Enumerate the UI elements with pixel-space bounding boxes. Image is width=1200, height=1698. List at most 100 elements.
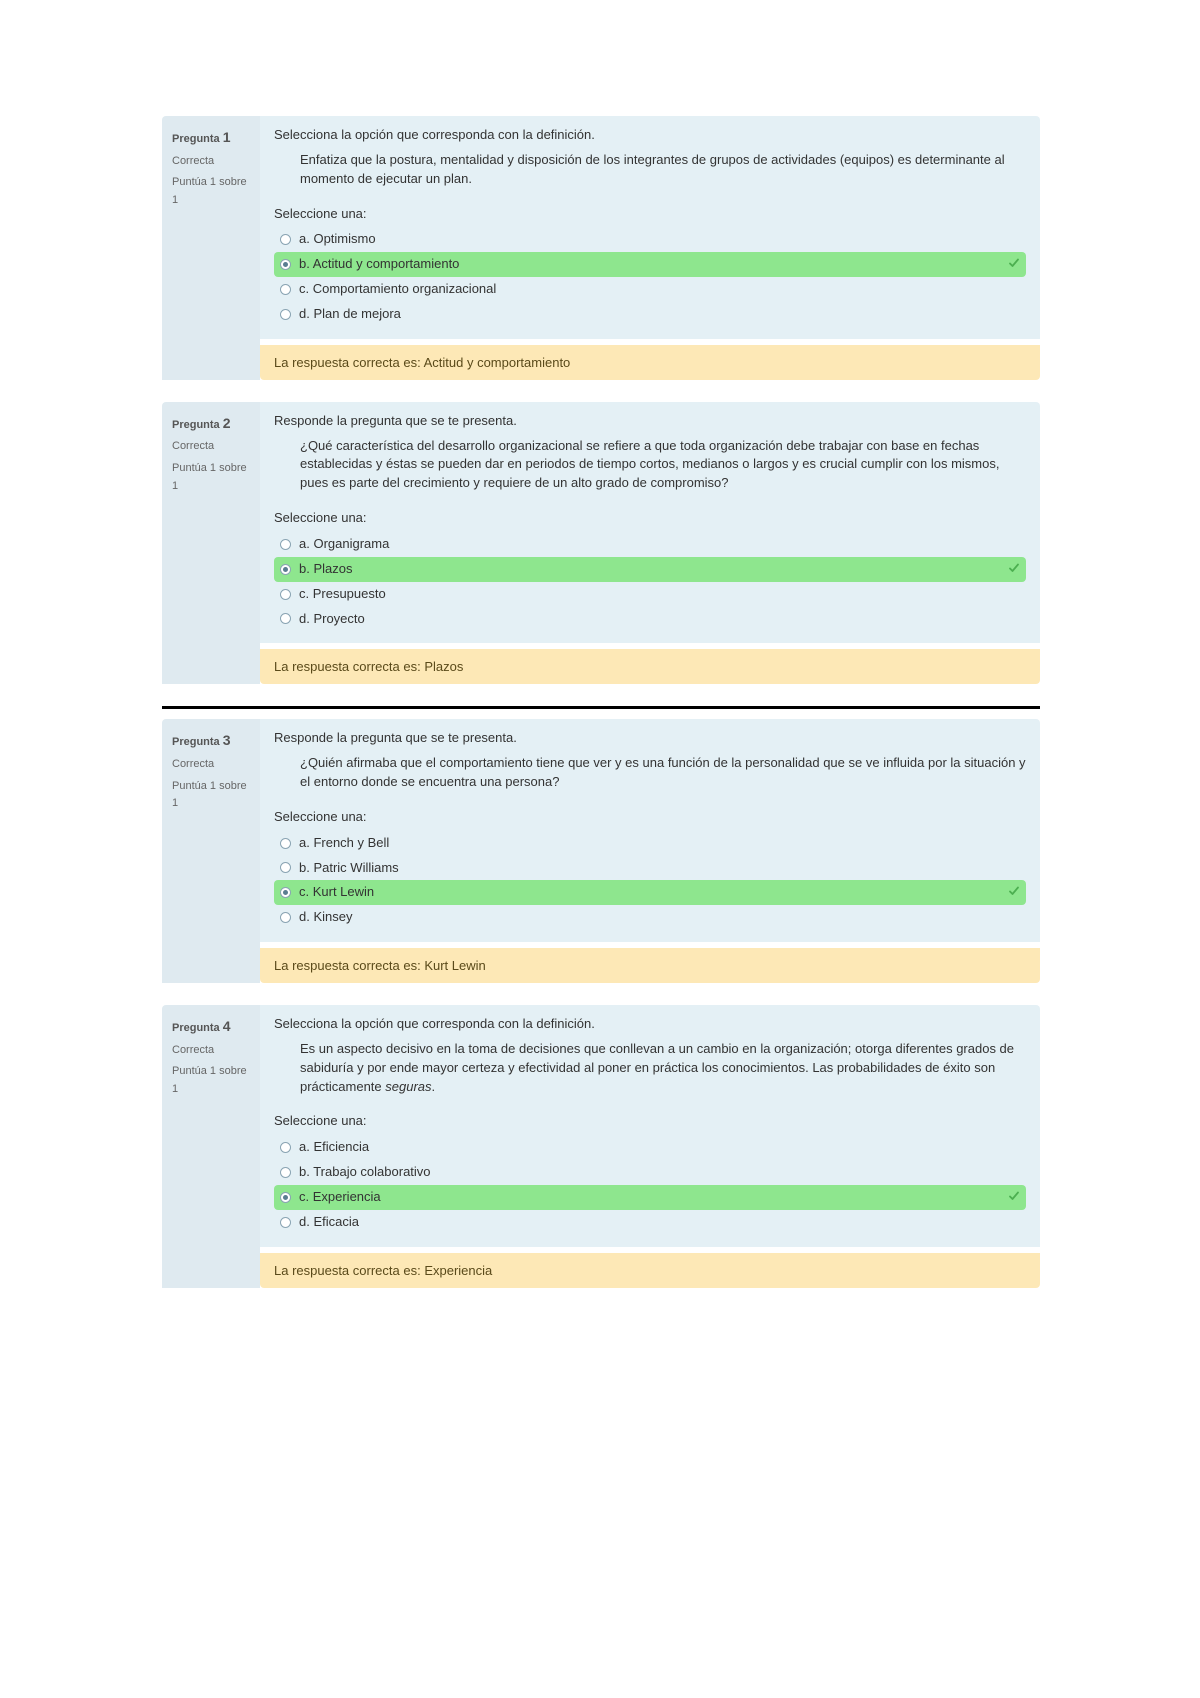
question-grade: Puntúa 1 sobre 1 <box>172 778 250 813</box>
radio-icon[interactable] <box>280 862 291 873</box>
radio-icon[interactable] <box>280 1142 291 1153</box>
radio-icon[interactable] <box>280 234 291 245</box>
question-description: ¿Quién afirmaba que el comportamiento ti… <box>274 752 1026 798</box>
question-description: Es un aspecto decisivo en la toma de dec… <box>274 1038 1026 1103</box>
answer-option[interactable]: b. Patric Williams <box>274 856 1026 881</box>
question-number: 2 <box>223 415 231 431</box>
radio-icon[interactable] <box>280 539 291 550</box>
radio-icon[interactable] <box>280 1217 291 1228</box>
question-main: Responde la pregunta que se te presenta.… <box>260 402 1040 685</box>
option-label: d. Eficacia <box>299 1213 1020 1232</box>
question: Pregunta 2 Correcta Puntúa 1 sobre 1 Respon… <box>162 402 1040 685</box>
italic-word: seguras <box>385 1079 431 1094</box>
option-label: c. Kurt Lewin <box>299 883 1002 902</box>
question-label: Pregunta <box>172 133 220 145</box>
select-one-label: Seleccione una: <box>274 509 1026 528</box>
option-label: a. Organigrama <box>299 535 1020 554</box>
select-one-label: Seleccione una: <box>274 205 1026 224</box>
option-label: b. Actitud y comportamiento <box>299 255 1002 274</box>
answer-option[interactable]: a. Optimismo <box>274 227 1026 252</box>
check-icon <box>1008 884 1020 903</box>
question-number: 4 <box>223 1018 231 1034</box>
question-content: Selecciona la opción que corresponda con… <box>260 1005 1040 1247</box>
question-side-inner: Pregunta 3CorrectaPuntúa 1 sobre 1 <box>172 729 250 812</box>
answer-option[interactable]: d. Kinsey <box>274 905 1026 930</box>
answer-option[interactable]: c. Experiencia <box>274 1185 1026 1210</box>
answer-option[interactable]: d. Proyecto <box>274 607 1026 632</box>
option-label: d. Kinsey <box>299 908 1020 927</box>
answer-option[interactable]: b. Plazos <box>274 557 1026 582</box>
feedback-prefix: La respuesta correcta es: <box>274 958 421 973</box>
answer-option[interactable]: c. Kurt Lewin <box>274 880 1026 905</box>
radio-icon[interactable] <box>280 1192 291 1203</box>
option-label: c. Comportamiento organizacional <box>299 280 1020 299</box>
question-description: ¿Qué característica del desarrollo organ… <box>274 435 1026 500</box>
answer-option[interactable]: d. Plan de mejora <box>274 302 1026 327</box>
question-side: Pregunta 2 Correcta Puntúa 1 sobre 1 <box>162 402 260 685</box>
radio-icon[interactable] <box>280 1167 291 1178</box>
answer-option[interactable]: c. Presupuesto <box>274 582 1026 607</box>
question-grade: Puntúa 1 sobre 1 <box>172 174 250 209</box>
answer-option[interactable]: a. Eficiencia <box>274 1135 1026 1160</box>
option-label: d. Proyecto <box>299 610 1020 629</box>
radio-icon[interactable] <box>280 284 291 295</box>
question-state: Correcta <box>172 438 250 456</box>
check-icon <box>1008 1189 1020 1208</box>
feedback-answer: Experiencia <box>424 1263 492 1278</box>
option-label: a. Optimismo <box>299 230 1020 249</box>
select-one-label: Seleccione una: <box>274 1112 1026 1131</box>
question-content: Selecciona la opción que corresponda con… <box>260 116 1040 339</box>
option-label: c. Experiencia <box>299 1188 1002 1207</box>
spacer <box>162 709 1040 719</box>
radio-icon[interactable] <box>280 564 291 575</box>
check-icon <box>1008 561 1020 580</box>
answer-option[interactable]: c. Comportamiento organizacional <box>274 277 1026 302</box>
option-label: b. Trabajo colaborativo <box>299 1163 1020 1182</box>
question-content: Responde la pregunta que se te presenta.… <box>260 719 1040 942</box>
radio-icon[interactable] <box>280 309 291 320</box>
question-side-inner: Pregunta 2 Correcta Puntúa 1 sobre 1 <box>172 412 250 495</box>
option-label: b. Patric Williams <box>299 859 1020 878</box>
answer-option[interactable]: a. French y Bell <box>274 831 1026 856</box>
question-grade: Puntúa 1 sobre 1 <box>172 460 250 495</box>
question-side: Pregunta 3CorrectaPuntúa 1 sobre 1 <box>162 719 260 983</box>
question-label: Pregunta <box>172 736 220 748</box>
feedback: La respuesta correcta es: Plazos <box>260 649 1040 684</box>
question: Pregunta 4CorrectaPuntúa 1 sobre 1Selecc… <box>162 1005 1040 1288</box>
feedback: La respuesta correcta es: Experiencia <box>260 1253 1040 1288</box>
quiz-page: Pregunta 1CorrectaPuntúa 1 sobre 1 Selecc… <box>0 0 1200 1510</box>
feedback-answer: Actitud y comportamiento <box>424 355 571 370</box>
answer-option[interactable]: a. Organigrama <box>274 532 1026 557</box>
radio-icon[interactable] <box>280 613 291 624</box>
feedback-prefix: La respuesta correcta es: <box>274 659 421 674</box>
check-icon <box>1008 256 1020 275</box>
question: Pregunta 1CorrectaPuntúa 1 sobre 1 Selecc… <box>162 116 1040 380</box>
question-number: 3 <box>223 732 231 748</box>
answer-option[interactable]: b. Trabajo colaborativo <box>274 1160 1026 1185</box>
question-side-inner: Pregunta 4CorrectaPuntúa 1 sobre 1 <box>172 1015 250 1098</box>
question-prompt: Responde la pregunta que se te presenta. <box>274 729 1026 748</box>
question-content: Responde la pregunta que se te presenta.… <box>260 402 1040 644</box>
option-label: a. Eficiencia <box>299 1138 1020 1157</box>
option-label: b. Plazos <box>299 560 1002 579</box>
select-one-label: Seleccione una: <box>274 808 1026 827</box>
question-description: Enfatiza que la postura, mentalidad y di… <box>274 149 1026 195</box>
feedback-prefix: La respuesta correcta es: <box>274 1263 421 1278</box>
feedback-answer: Kurt Lewin <box>424 958 485 973</box>
feedback-prefix: La respuesta correcta es: <box>274 355 421 370</box>
radio-icon[interactable] <box>280 838 291 849</box>
radio-icon[interactable] <box>280 259 291 270</box>
answer-option[interactable]: d. Eficacia <box>274 1210 1026 1235</box>
question-label: Pregunta <box>172 419 220 431</box>
question-side: Pregunta 1CorrectaPuntúa 1 sobre 1 <box>162 116 260 380</box>
answer-option[interactable]: b. Actitud y comportamiento <box>274 252 1026 277</box>
question-label: Pregunta <box>172 1022 220 1034</box>
question-grade: Puntúa 1 sobre 1 <box>172 1063 250 1098</box>
radio-icon[interactable] <box>280 589 291 600</box>
question-prompt: Responde la pregunta que se te presenta. <box>274 412 1026 431</box>
radio-icon[interactable] <box>280 912 291 923</box>
question-side-inner: Pregunta 1CorrectaPuntúa 1 sobre 1 <box>172 126 250 209</box>
option-label: c. Presupuesto <box>299 585 1020 604</box>
radio-icon[interactable] <box>280 887 291 898</box>
question-prompt: Selecciona la opción que corresponda con… <box>274 126 1026 145</box>
